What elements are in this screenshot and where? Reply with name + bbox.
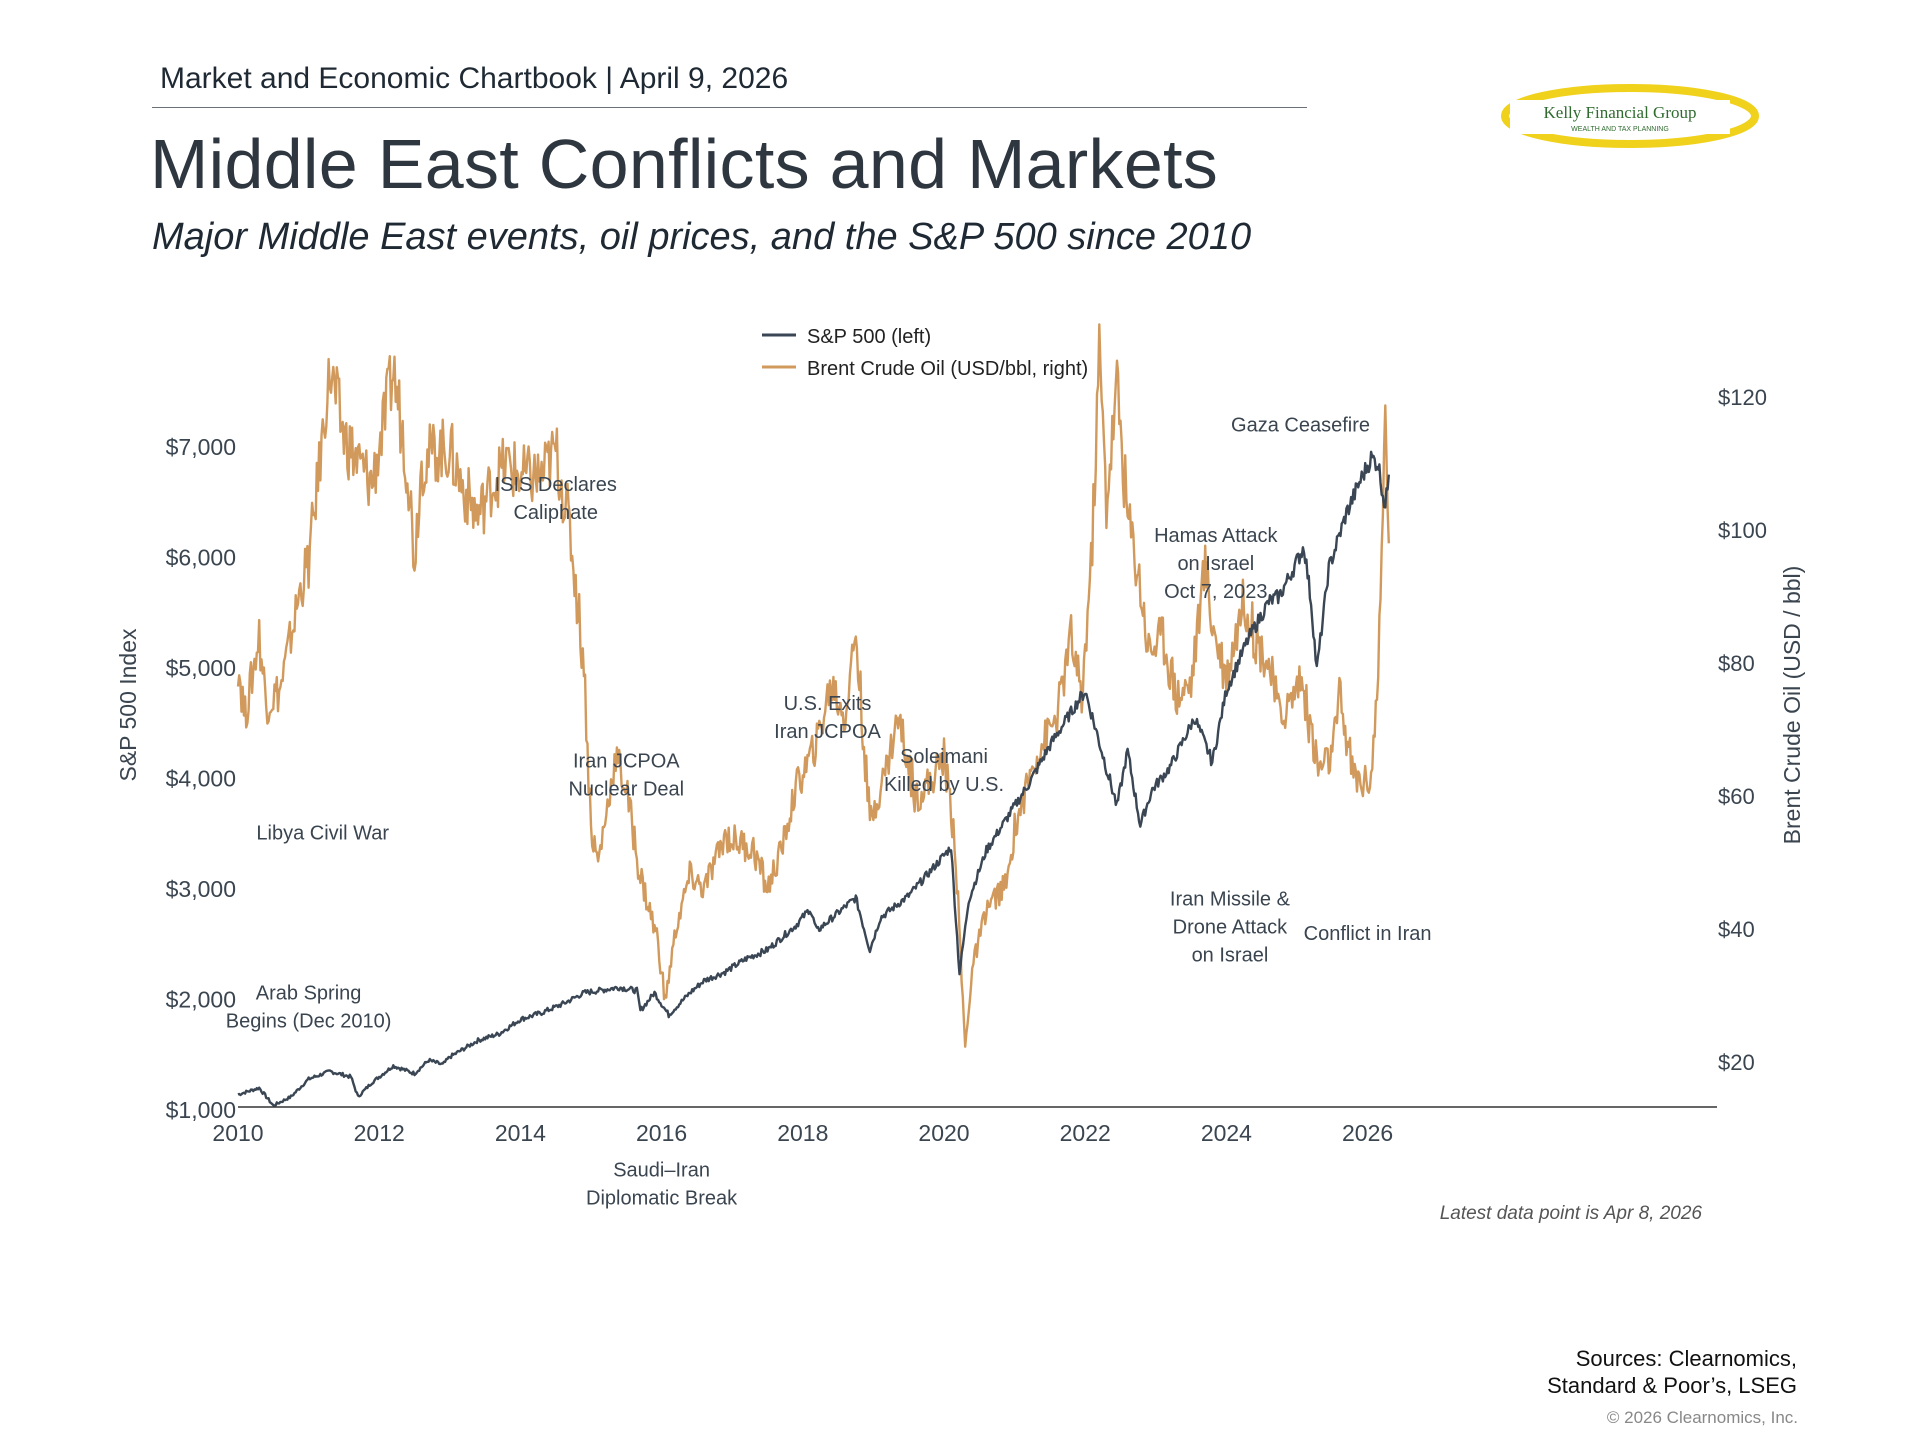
page-subtitle: Major Middle East events, oil prices, an… bbox=[152, 216, 1252, 258]
header-separator: | bbox=[605, 62, 614, 95]
event-annotation-line: Iran JCPOA bbox=[774, 721, 881, 743]
kelly-financial-group-logo: Kelly Financial Group WEALTH AND TAX PLA… bbox=[1501, 84, 1759, 148]
event-annotation-line: Gaza Ceasefire bbox=[1231, 415, 1370, 437]
event-annotation: Gaza Ceasefire bbox=[1231, 415, 1370, 437]
x-tick-label: 2010 bbox=[212, 1120, 263, 1146]
event-annotation-line: Saudi–Iran bbox=[613, 1159, 710, 1181]
logo-swoosh bbox=[1501, 84, 1759, 148]
event-annotation: U.S. Exits Iran JCPOA bbox=[774, 693, 881, 743]
y-left-tick-label: $3,000 bbox=[166, 876, 236, 902]
y-left-tick-label: $2,000 bbox=[166, 987, 236, 1013]
sources-line-2: Standard & Poor’s, LSEG bbox=[1547, 1373, 1797, 1398]
chartbook-header: Market and Economic Chartbook | April 9,… bbox=[160, 62, 788, 96]
sources-line-1: Sources: Clearnomics, bbox=[1575, 1346, 1797, 1371]
event-annotation-line: Killed by U.S. bbox=[884, 774, 1004, 796]
event-annotation-line: Arab Spring bbox=[256, 983, 362, 1005]
sources-note: Sources: Clearnomics, Standard & Poor’s,… bbox=[1397, 1345, 1797, 1399]
x-tick-label: 2026 bbox=[1342, 1120, 1393, 1146]
event-annotation-line: ISIS Declares bbox=[495, 474, 617, 496]
y-left-axis-title: S&P 500 Index bbox=[115, 628, 141, 782]
event-annotation: Arab Spring Begins (Dec 2010) bbox=[226, 983, 392, 1033]
event-annotation-line: Libya Civil War bbox=[256, 822, 389, 844]
y-left-tick-label: $7,000 bbox=[166, 434, 236, 460]
event-annotation: Hamas Attack on Israel Oct 7, 2023 bbox=[1154, 525, 1278, 603]
copyright: © 2026 Clearnomics, Inc. bbox=[1606, 1408, 1798, 1427]
event-annotation: Iran JCPOA Nuclear Deal bbox=[568, 750, 684, 800]
logo-backdrop bbox=[1510, 100, 1730, 134]
y-right-tick-label: $80 bbox=[1718, 651, 1755, 676]
x-tick-label: 2018 bbox=[777, 1120, 828, 1146]
event-annotation-line: Iran Missile & bbox=[1170, 889, 1291, 911]
y-left-tick-label: $4,000 bbox=[166, 766, 236, 792]
sp500-line bbox=[237, 450, 1390, 1107]
y-left-tick-label: $5,000 bbox=[166, 655, 236, 681]
event-annotation-line: on Israel bbox=[1177, 553, 1254, 575]
chartbook-name: Market and Economic Chartbook bbox=[160, 62, 597, 95]
event-annotation-line: Begins (Dec 2010) bbox=[226, 1011, 392, 1033]
event-annotation-line: Diplomatic Break bbox=[586, 1187, 738, 1209]
x-tick-label: 2014 bbox=[495, 1120, 546, 1146]
y-right-tick-label: $120 bbox=[1718, 385, 1767, 410]
event-annotation-line: Nuclear Deal bbox=[568, 778, 684, 800]
chartbook-date: April 9, 2026 bbox=[619, 62, 789, 95]
x-tick-label: 2016 bbox=[636, 1120, 687, 1146]
x-tick-label: 2020 bbox=[918, 1120, 969, 1146]
event-annotation: ISIS Declares Caliphate bbox=[495, 474, 617, 524]
event-annotation-line: Drone Attack bbox=[1173, 917, 1289, 939]
y-left-tick-label: $6,000 bbox=[166, 545, 236, 571]
legend-brent-label: Brent Crude Oil (USD/bbl, right) bbox=[807, 358, 1088, 380]
event-annotation-line: Hamas Attack bbox=[1154, 525, 1278, 547]
event-annotation: Conflict in Iran bbox=[1304, 923, 1432, 945]
y-right-axis-title: Brent Crude Oil (USD / bbl) bbox=[1779, 566, 1805, 845]
event-annotation-line: Oct 7, 2023 bbox=[1164, 581, 1267, 603]
page-title: Middle East Conflicts and Markets bbox=[150, 125, 1219, 203]
latest-data-note: Latest data point is Apr 8, 2026 bbox=[1440, 1203, 1703, 1224]
header-divider bbox=[152, 107, 1307, 108]
event-annotation-line: Soleimani bbox=[900, 746, 988, 768]
y-right-tick-label: $100 bbox=[1718, 518, 1767, 543]
brent-oil-line bbox=[236, 323, 1390, 1048]
event-annotation: Saudi–Iran Diplomatic Break bbox=[586, 1159, 738, 1209]
event-annotation-line: on Israel bbox=[1192, 945, 1269, 967]
y-left-tick-label: $1,000 bbox=[166, 1097, 236, 1123]
y-right-tick-label: $20 bbox=[1718, 1050, 1755, 1075]
event-annotation: Soleimani Killed by U.S. bbox=[884, 746, 1004, 796]
event-annotation: Libya Civil War bbox=[256, 822, 389, 844]
event-annotation: Iran Missile & Drone Attack on Israel bbox=[1170, 889, 1291, 967]
y-right-tick-label: $40 bbox=[1718, 917, 1755, 942]
x-tick-label: 2024 bbox=[1201, 1120, 1252, 1146]
event-annotation-line: Iran JCPOA bbox=[573, 750, 680, 772]
y-right-tick-label: $60 bbox=[1718, 784, 1755, 809]
event-annotation-line: U.S. Exits bbox=[784, 693, 872, 715]
event-annotation-line: Caliphate bbox=[513, 502, 598, 524]
legend-sp500-label: S&P 500 (left) bbox=[807, 326, 931, 348]
x-tick-label: 2012 bbox=[354, 1120, 405, 1146]
event-annotation-line: Conflict in Iran bbox=[1304, 923, 1432, 945]
logo-tagline: WEALTH AND TAX PLANNING bbox=[1571, 126, 1669, 133]
logo-name: Kelly Financial Group bbox=[1544, 103, 1697, 122]
x-tick-label: 2022 bbox=[1060, 1120, 1111, 1146]
